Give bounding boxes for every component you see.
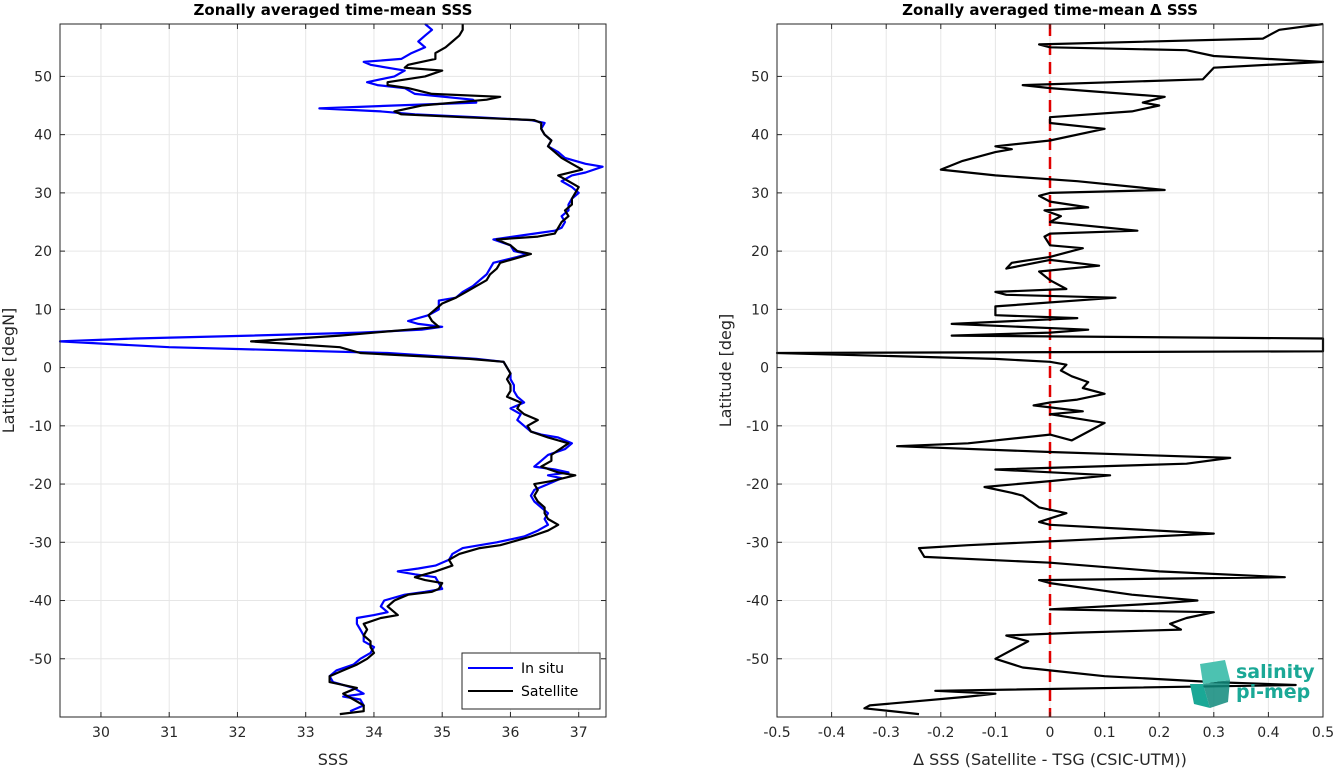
y-tick-label: -30 <box>746 535 769 551</box>
logo-cube-icon <box>1190 660 1230 708</box>
y-tick-label: -10 <box>29 419 52 435</box>
y-tick-label: 0 <box>760 361 769 377</box>
y-tick-label: 20 <box>751 244 769 260</box>
y-tick-label: -40 <box>746 594 769 610</box>
x-tick-label: -0.2 <box>927 725 954 741</box>
right-panel: -0.5 -0.4 -0.3 -0.2 -0.1 0 0.1 0.2 0.3 0.4 0.5 -50… <box>716 1 1334 769</box>
legend: In situ Satellite <box>461 652 601 710</box>
y-tick-label: -50 <box>746 652 769 668</box>
left-axes-frame <box>59 23 607 718</box>
y-tick-label: -10 <box>746 419 769 435</box>
y-tick-label: 40 <box>751 128 769 144</box>
x-tick-label: 36 <box>502 725 520 741</box>
salinity-pi-mep-logo: salinity pi-mep <box>1190 660 1315 708</box>
left-x-ticks: 30 31 32 33 34 35 36 37 <box>92 24 588 741</box>
y-tick-label: 40 <box>34 128 52 144</box>
x-tick-label: -0.3 <box>873 725 900 741</box>
right-chart-title: Zonally averaged time-mean Δ SSS <box>902 1 1198 19</box>
legend-box <box>461 652 601 710</box>
x-tick-label: 33 <box>297 725 315 741</box>
logo-line-2: pi-mep <box>1236 681 1310 703</box>
y-tick-label: -20 <box>746 477 769 493</box>
y-tick-label: 50 <box>34 69 52 85</box>
left-plot-area <box>60 24 606 717</box>
legend-label-in-situ: In situ <box>521 661 564 677</box>
logo-cube-face-top <box>1200 660 1230 684</box>
x-tick-label: 37 <box>570 725 588 741</box>
logo-cube-face-left <box>1190 684 1210 708</box>
left-chart-title: Zonally averaged time-mean SSS <box>194 1 473 19</box>
x-tick-label: -0.1 <box>982 725 1009 741</box>
x-tick-label: -0.5 <box>763 725 790 741</box>
x-tick-label: 31 <box>160 725 178 741</box>
left-grid <box>60 24 606 717</box>
x-tick-label: 34 <box>365 725 383 741</box>
logo-line-1: salinity <box>1236 661 1315 683</box>
logo-cube-face-right <box>1203 680 1230 708</box>
y-tick-label: 30 <box>34 186 52 202</box>
y-tick-label: 10 <box>34 302 52 318</box>
left-y-axis-label: Latitude [degN] <box>0 308 18 434</box>
x-tick-label: 0 <box>1046 725 1055 741</box>
y-tick-label: 20 <box>34 244 52 260</box>
x-tick-label: 30 <box>92 725 110 741</box>
left-panel: 30 31 32 33 34 35 36 37 -50 -40 -30 -20 -10 0 10 20 30 4… <box>0 1 607 769</box>
x-tick-label: 0.4 <box>1257 725 1279 741</box>
right-series-lines <box>775 22 1325 716</box>
right-y-axis-label: Latitude [deg] <box>716 314 735 428</box>
x-tick-label: 0.5 <box>1312 725 1334 741</box>
y-tick-label: -20 <box>29 477 52 493</box>
x-tick-label: 0.2 <box>1148 725 1170 741</box>
x-tick-label: 0.1 <box>1093 725 1115 741</box>
y-tick-label: 50 <box>751 69 769 85</box>
left-series-lines <box>58 23 604 716</box>
y-tick-label: 0 <box>43 361 52 377</box>
right-x-ticks: -0.5 -0.4 -0.3 -0.2 -0.1 0 0.1 0.2 0.3 0.4 0.5 <box>763 24 1334 741</box>
left-x-axis-label: SSS <box>318 750 348 769</box>
legend-label-satellite: Satellite <box>521 684 578 700</box>
x-tick-label: 0.3 <box>1203 725 1225 741</box>
y-tick-label: 10 <box>751 302 769 318</box>
y-tick-label: -30 <box>29 535 52 551</box>
y-tick-label: -50 <box>29 652 52 668</box>
right-x-axis-label: Δ SSS (Satellite - TSG (CSIC-UTM)) <box>913 750 1187 769</box>
x-tick-label: 35 <box>433 725 451 741</box>
series-line-delta-0 <box>775 22 1325 716</box>
left-y-ticks: -50 -40 -30 -20 -10 0 10 20 30 40 50 <box>29 69 606 668</box>
y-tick-label: -40 <box>29 594 52 610</box>
right-y-ticks: -50 -40 -30 -20 -10 0 10 20 30 40 50 <box>746 69 1323 668</box>
x-tick-label: 32 <box>229 725 247 741</box>
series-line-satellite <box>250 24 584 716</box>
x-tick-label: -0.4 <box>818 725 845 741</box>
y-tick-label: 30 <box>751 186 769 202</box>
